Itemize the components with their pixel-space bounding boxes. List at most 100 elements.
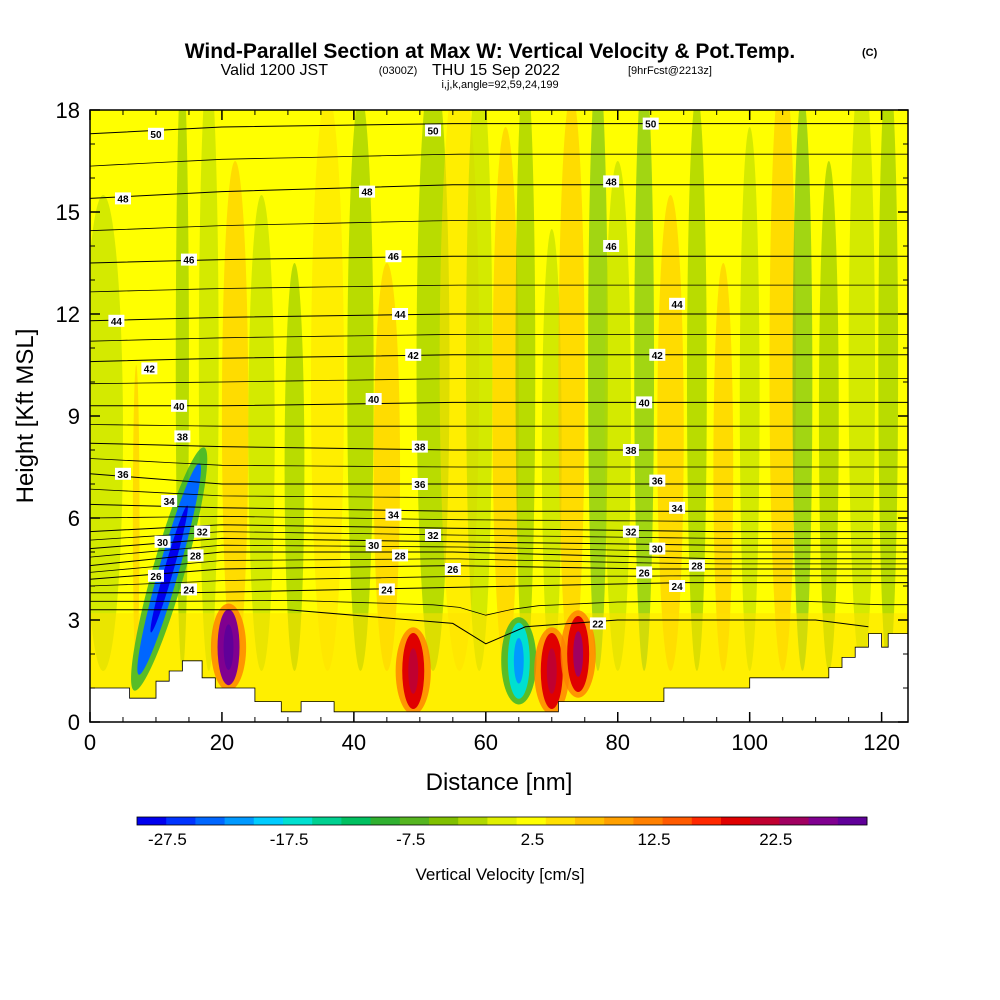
contour-minor-32 (90, 515, 908, 522)
svg-text:44: 44 (111, 317, 123, 328)
svg-text:44: 44 (394, 310, 406, 321)
svg-text:42: 42 (144, 364, 156, 375)
contour-label-42: 42 (141, 362, 158, 375)
contour-label-26: 26 (147, 569, 164, 583)
svg-text:28: 28 (190, 551, 202, 562)
svg-text:42: 42 (408, 351, 420, 362)
contour-46 (90, 255, 908, 264)
contour-minor-24 (90, 575, 908, 587)
colorbar-swatch (283, 817, 313, 825)
contour-label-30: 30 (649, 542, 666, 556)
velocity-streak-5 (248, 195, 275, 671)
contour-label-26: 26 (444, 563, 461, 576)
contour-label-32: 32 (622, 525, 639, 539)
colorbar-swatch (779, 817, 810, 825)
svg-text:36: 36 (117, 470, 129, 481)
contour-label-30: 30 (365, 539, 382, 552)
colorbar-swatch (137, 817, 167, 825)
colorbar-swatch (399, 817, 430, 825)
forecast-subtitle: [9hrFcst@2213z] (628, 65, 712, 77)
contour-label-28: 28 (392, 549, 409, 562)
y-tick-label: 0 (68, 710, 80, 735)
contour-label-30: 30 (154, 535, 171, 549)
contour-minor-42 (90, 334, 908, 342)
contour-48 (90, 184, 908, 199)
contour-minor-40 (90, 378, 908, 385)
contour-42 (90, 354, 908, 363)
params-subtitle: i,j,k,angle=92,59,24,199 (441, 79, 558, 91)
contour-minor-30 (90, 531, 908, 541)
velocity-streak-9 (373, 263, 401, 671)
velocity-streak-1 (132, 365, 140, 671)
velocity-feature-5 (560, 610, 596, 698)
x-tick-label: 120 (863, 730, 900, 755)
y-tick-label: 12 (56, 302, 80, 327)
y-tick-label: 15 (56, 200, 80, 225)
velocity-streak-8 (347, 110, 374, 671)
contour-minor-46 (90, 220, 908, 232)
contour-22 (90, 609, 869, 645)
svg-text:38: 38 (177, 432, 189, 443)
svg-text:46: 46 (606, 242, 618, 253)
contour-minor-36 (90, 458, 908, 468)
contour-label-46: 46 (603, 240, 620, 253)
colorbar-tick-label: 12.5 (638, 830, 671, 849)
colorbar-swatch (370, 817, 401, 825)
svg-text:24: 24 (381, 585, 393, 596)
x-axis-label: Distance [nm] (426, 769, 573, 796)
colorbar-swatch (224, 817, 255, 825)
velocity-streak-28 (878, 110, 899, 671)
contour-28 (90, 551, 908, 567)
colorbar-tick-label: -27.5 (148, 830, 187, 849)
svg-text:28: 28 (691, 562, 703, 573)
contour-label-24: 24 (669, 580, 686, 593)
contour-label-26: 26 (636, 566, 653, 579)
svg-text:24: 24 (672, 582, 684, 593)
svg-text:34: 34 (672, 504, 684, 515)
colorbar-swatch (166, 817, 196, 825)
contour-label-50: 50 (147, 127, 164, 141)
contour-label-32: 32 (194, 525, 211, 539)
svg-text:24: 24 (183, 585, 195, 596)
y-tick-label: 18 (56, 98, 80, 123)
contour-minor-28 (90, 544, 908, 558)
terrain-shape (90, 633, 908, 722)
svg-text:50: 50 (645, 120, 657, 131)
x-tick-label: 60 (474, 730, 498, 755)
contour-label-44: 44 (669, 297, 686, 311)
colorbar: -27.5 -17.5 -7.5 2.5 12.5 22.5 (136, 816, 868, 849)
contour-label-42: 42 (649, 348, 666, 362)
svg-text:40: 40 (639, 398, 651, 409)
contour-minor-38 (90, 424, 908, 427)
contour-label-44: 44 (392, 308, 409, 321)
colorbar-swatch (604, 817, 634, 825)
velocity-feature-4 (534, 627, 570, 715)
velocity-streak-7 (310, 110, 344, 671)
svg-text:22: 22 (592, 619, 604, 630)
colorbar-swatch (312, 817, 342, 825)
contour-label-22: 22 (589, 617, 606, 630)
velocity-streak-24 (769, 110, 796, 671)
contour-label-48: 48 (359, 185, 376, 199)
chart-title: Wind-Parallel Section at Max W: Vertical… (185, 40, 796, 63)
x-tick-label: 80 (605, 730, 629, 755)
contour-24 (90, 582, 908, 594)
colorbar-tick-label: -17.5 (270, 830, 309, 849)
velocity-streak-14 (515, 110, 536, 671)
contour-label-44: 44 (108, 314, 125, 328)
colorbar-tick-label: -7.5 (396, 830, 425, 849)
x-axis: 0 20 40 60 80 100 120 (84, 110, 900, 755)
velocity-streak-18 (604, 161, 631, 671)
valid-utc-subtitle: (0300Z) (379, 65, 418, 77)
svg-text:46: 46 (388, 252, 400, 263)
terrain (90, 633, 908, 722)
colorbar-swatch (808, 817, 839, 825)
contour-label-50: 50 (642, 117, 659, 131)
svg-text:28: 28 (394, 551, 406, 562)
colorbar-swatch (662, 817, 693, 825)
colorbar-swatch (837, 817, 868, 825)
velocity-streak-17 (588, 110, 608, 671)
contour-label-38: 38 (174, 430, 191, 443)
contour-label-40: 40 (171, 399, 188, 413)
